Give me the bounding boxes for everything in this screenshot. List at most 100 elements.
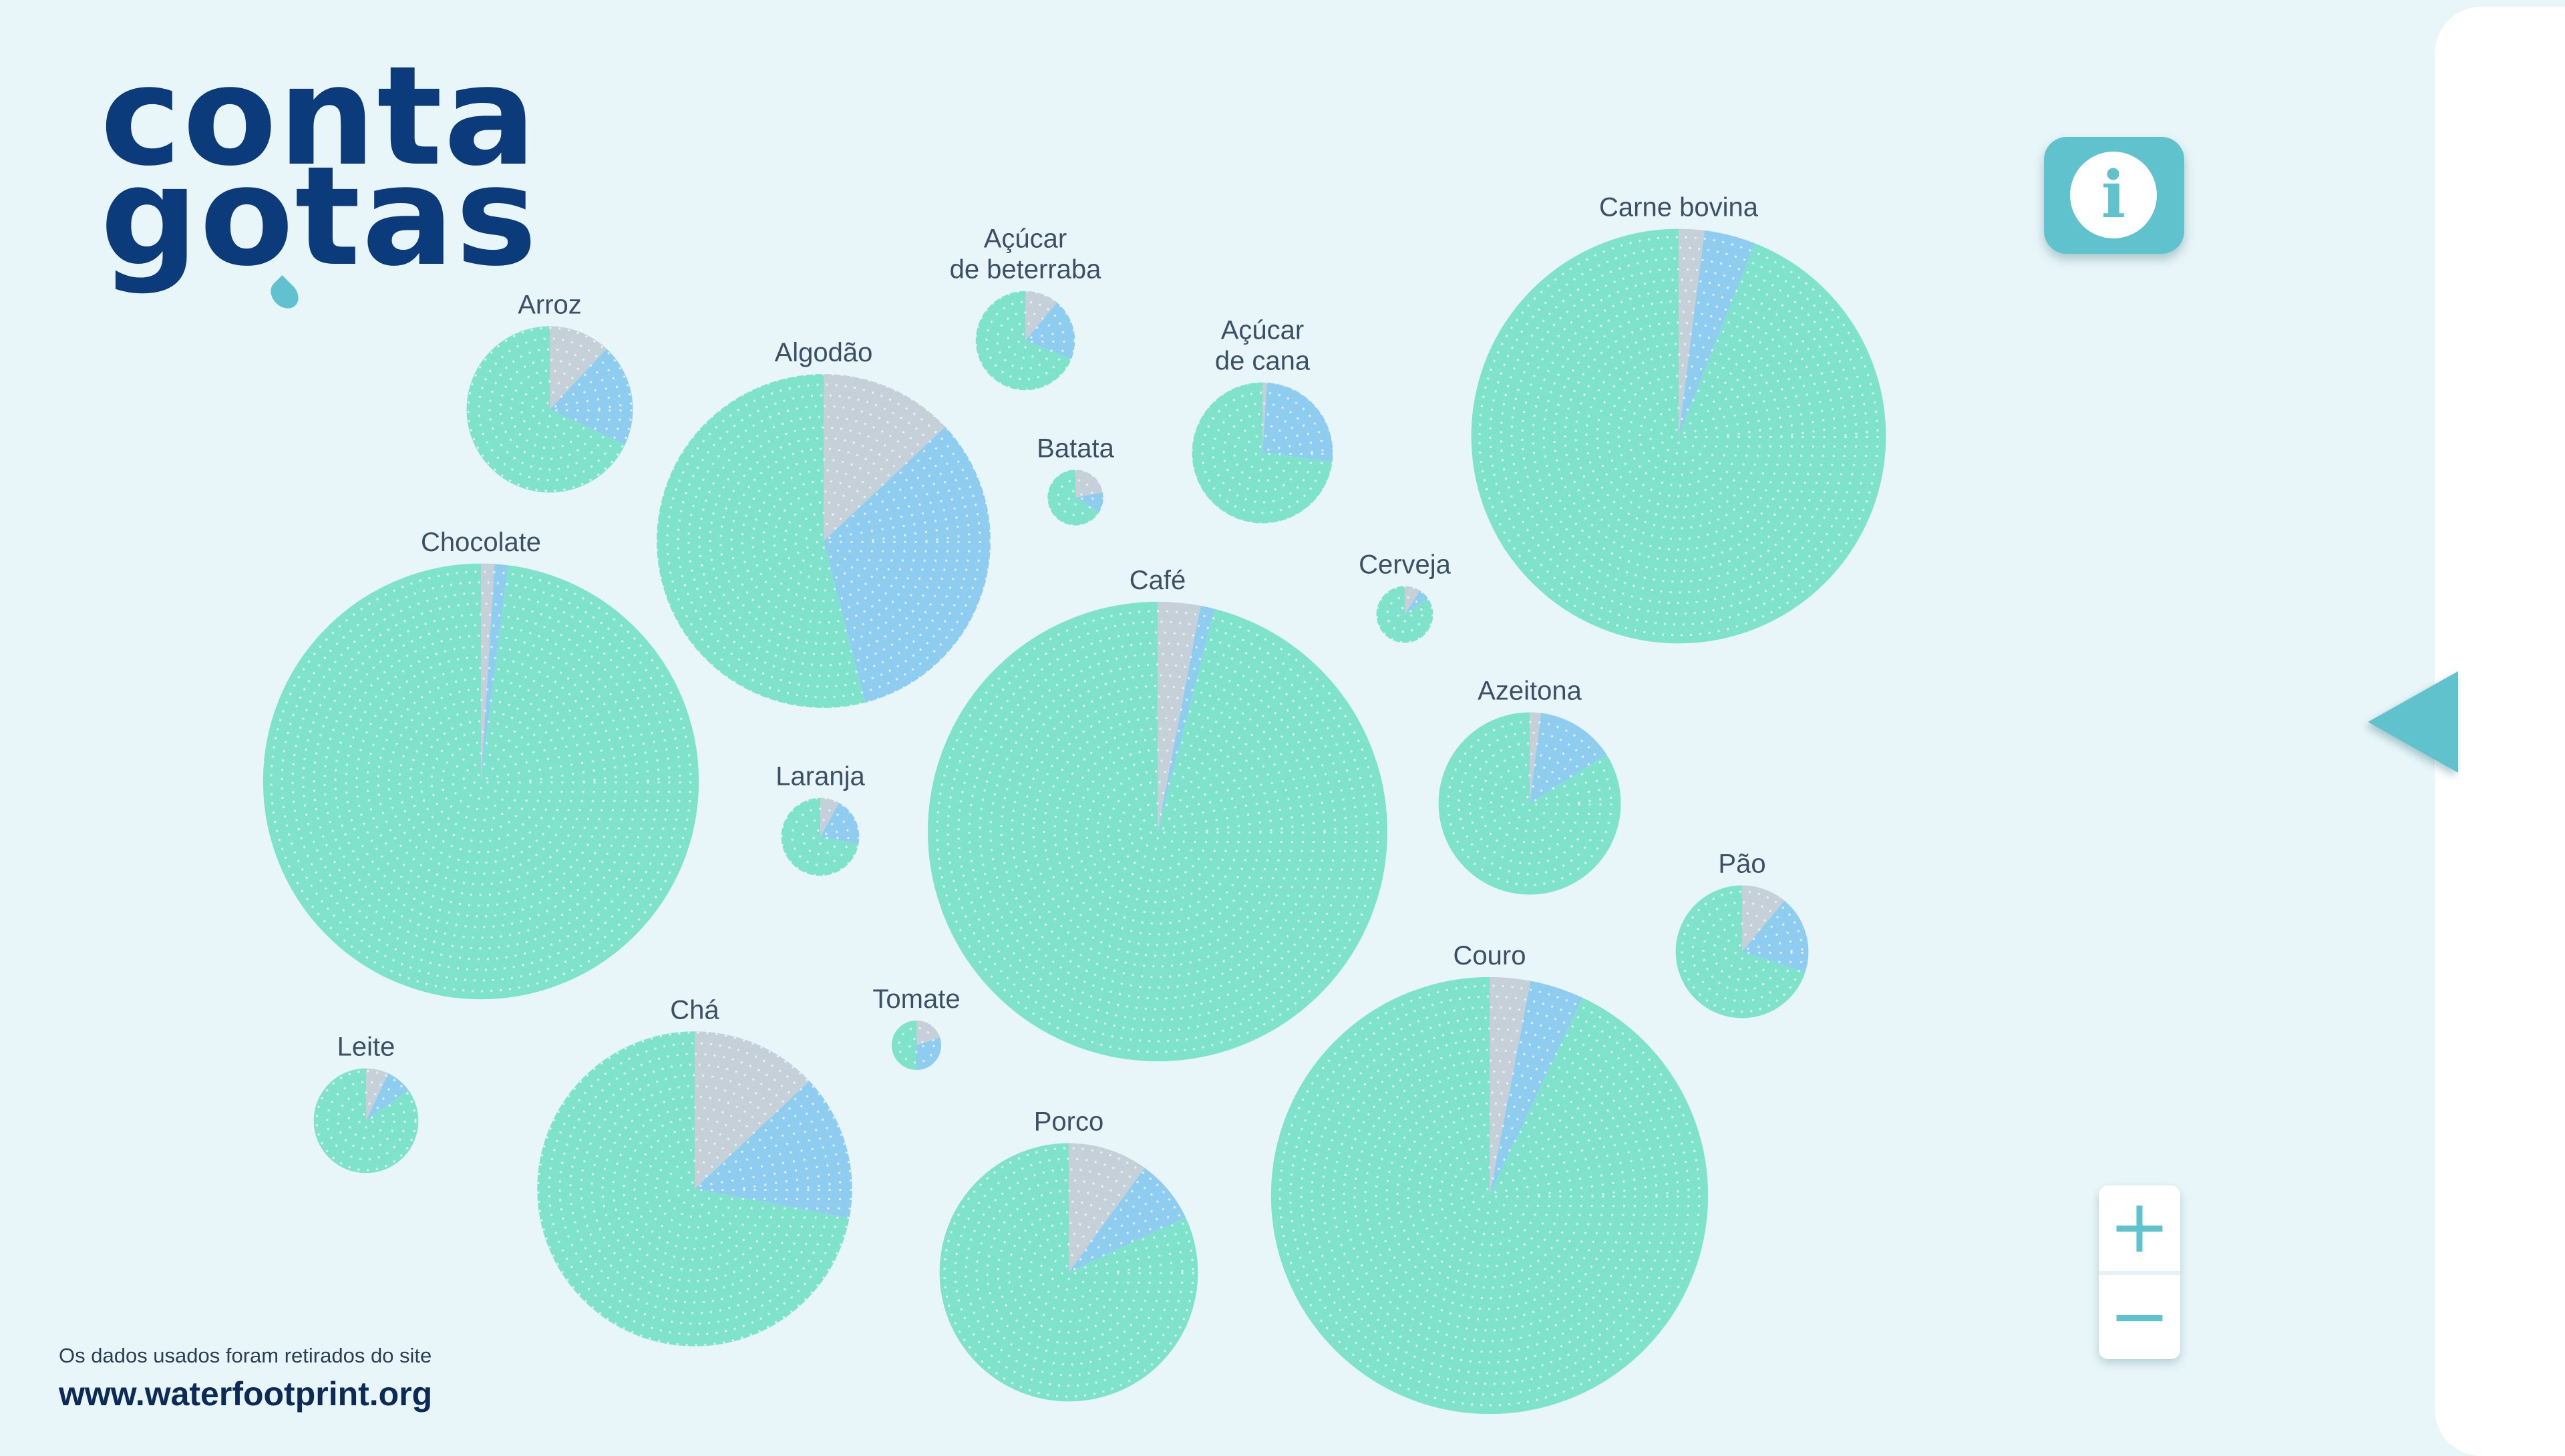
pie-outline — [465, 325, 635, 494]
pie-outline — [1190, 381, 1335, 525]
dot-ring — [366, 667, 596, 896]
dot-ring — [751, 469, 896, 613]
source-note: Os dados usados foram retirados do site — [59, 1344, 432, 1367]
dot-ring — [1585, 343, 1772, 530]
dot-ring — [467, 327, 633, 492]
dot-ring — [1212, 402, 1313, 504]
info-button[interactable]: i — [2044, 137, 2184, 254]
dot-ring — [1649, 407, 1708, 466]
pie-7[interactable]: Cerveja — [1359, 550, 1451, 645]
dot-ring — [358, 1113, 374, 1129]
dot-ring — [802, 818, 839, 856]
dot-ring — [1510, 268, 1847, 604]
slice-green — [927, 601, 1388, 1062]
pie-14[interactable]: Leite — [312, 1033, 420, 1175]
slice-grey — [481, 562, 495, 781]
dot-ring — [1029, 1232, 1109, 1312]
dot-ring — [1321, 1027, 1658, 1364]
dot-ring — [478, 337, 622, 482]
pie-1[interactable]: Algodão — [655, 338, 992, 709]
pie-label: Chocolate — [421, 528, 541, 557]
slice-green — [313, 1067, 419, 1174]
zoom-in-button[interactable]: + — [2108, 1184, 2171, 1269]
slice-green — [536, 1031, 850, 1347]
pie-label: Cerveja — [1359, 550, 1451, 580]
dot-ring — [957, 631, 1358, 1032]
dot-ring — [323, 624, 639, 939]
slice-blue — [550, 348, 634, 445]
pie-15[interactable]: Porco — [938, 1107, 1200, 1403]
dot-ring — [347, 1102, 385, 1139]
pie-outline — [1437, 711, 1622, 896]
dot-ring — [1489, 246, 1868, 626]
pie-6[interactable]: Chocolate — [261, 528, 701, 1001]
pie-label: Laranja — [776, 762, 865, 791]
dot-ring — [1386, 596, 1423, 633]
slice-green — [1470, 228, 1887, 645]
slice-grey — [1490, 976, 1531, 1196]
pie-12[interactable]: Chá — [536, 995, 854, 1348]
pie-label: Pão — [1718, 850, 1765, 879]
dot-ring — [709, 426, 938, 656]
pie-outline — [655, 373, 992, 709]
dot-ring — [1364, 1070, 1615, 1321]
dot-ring — [1057, 479, 1094, 516]
pie-outline — [938, 1141, 1200, 1403]
pie-11[interactable]: Pão — [1674, 850, 1810, 1020]
dot-ring — [398, 699, 564, 864]
dot-ring — [1000, 674, 1315, 989]
dot-ring — [794, 512, 853, 570]
dot-ring — [430, 731, 532, 832]
pie-0[interactable]: Arroz — [465, 291, 635, 494]
dot-ring — [898, 1027, 935, 1064]
dot-ring — [1713, 922, 1771, 981]
dot-ring — [612, 1106, 778, 1272]
pie-16[interactable]: Couro — [1269, 941, 1710, 1416]
panel-toggle-arrow-icon[interactable] — [2368, 671, 2458, 773]
dot-ring — [601, 1095, 788, 1282]
dot-ring — [1353, 1059, 1626, 1332]
dot-ring — [1096, 770, 1219, 893]
dot-ring — [1017, 333, 1033, 349]
dot-ring — [1532, 289, 1826, 583]
slice-green — [1437, 711, 1622, 896]
pie-5[interactable]: Carne bovina — [1470, 193, 1888, 645]
dot-ring — [986, 1190, 1152, 1355]
source-link[interactable]: www.waterfootprint.org — [59, 1375, 433, 1413]
dot-ring — [947, 620, 1369, 1043]
pie-outline — [261, 562, 701, 1001]
dot-ring — [623, 1117, 767, 1261]
zoom-out-button[interactable]: − — [2108, 1273, 2171, 1358]
slice-green — [1375, 585, 1434, 644]
slice-green — [1270, 976, 1709, 1415]
dot-ring — [985, 301, 1065, 381]
pie-outline — [974, 289, 1077, 392]
dot-ring — [644, 1138, 745, 1240]
dot-ring — [1278, 984, 1701, 1407]
logo-line-1: conta — [100, 37, 538, 196]
dot-ring — [1043, 717, 1272, 946]
dot-ring — [377, 677, 585, 886]
slice-blue — [1262, 381, 1334, 462]
pie-10[interactable]: Azeitona — [1437, 677, 1622, 896]
dot-ring — [968, 642, 1347, 1021]
slice-blue — [1025, 301, 1076, 359]
slice-blue — [1490, 980, 1583, 1196]
dot-ring — [337, 1091, 395, 1150]
slice-blue — [695, 1080, 853, 1219]
pie-8[interactable]: Café — [926, 566, 1389, 1063]
slice-green — [891, 1020, 916, 1071]
dot-ring — [1396, 1102, 1583, 1289]
dot-ring — [580, 1074, 810, 1304]
slice-blue — [1158, 605, 1215, 832]
pie-13[interactable]: Tomate — [872, 984, 961, 1071]
pie-9[interactable]: Laranja — [776, 762, 865, 878]
dot-ring — [805, 522, 842, 560]
dot-ring — [345, 645, 617, 918]
zoom-divider — [2099, 1271, 2180, 1275]
pie-4[interactable]: Batata — [1037, 433, 1115, 527]
dot-ring — [1067, 490, 1083, 506]
logo-line-2: gotas — [100, 138, 538, 297]
